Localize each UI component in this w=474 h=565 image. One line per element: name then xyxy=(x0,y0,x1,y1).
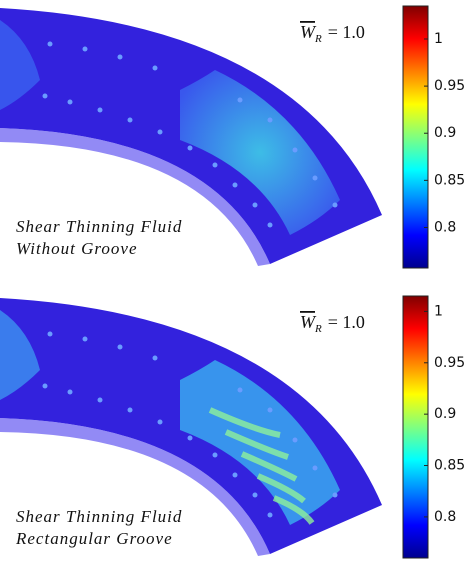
dot xyxy=(47,331,53,337)
panel: WR = 1.0 Shear Thinning Fluid Rectangular G… xyxy=(0,295,465,559)
dot xyxy=(127,117,133,123)
colorbar-tick-label: 0.8 xyxy=(434,219,456,235)
title-symbol: W xyxy=(300,312,317,332)
panel-title: WR = 1.0 xyxy=(300,22,365,45)
dot xyxy=(82,46,88,52)
colorbar xyxy=(402,295,429,559)
caption-line: Without Groove xyxy=(16,239,138,258)
pad xyxy=(180,360,340,525)
dot xyxy=(237,387,243,393)
groove xyxy=(240,451,298,482)
domain-band xyxy=(0,418,270,556)
dot xyxy=(232,472,238,478)
dot xyxy=(332,492,338,498)
colorbar-tick-label: 1 xyxy=(434,31,443,47)
groove xyxy=(224,429,289,460)
dot xyxy=(157,419,163,425)
dot xyxy=(157,129,163,135)
dot xyxy=(267,222,273,228)
dot xyxy=(127,407,133,413)
colorbar-tick-label: 0.95 xyxy=(434,78,465,94)
dot xyxy=(332,202,338,208)
dot xyxy=(117,54,123,60)
dot xyxy=(267,407,273,413)
dot xyxy=(97,397,103,403)
dot xyxy=(212,452,218,458)
colorbar-tick-label: 1 xyxy=(434,303,443,319)
title-rest: = 1.0 xyxy=(328,312,365,332)
dot xyxy=(312,175,318,181)
groove xyxy=(272,495,315,525)
title-symbol: W xyxy=(300,22,317,42)
groove xyxy=(208,407,281,438)
dot xyxy=(67,389,73,395)
caption-line: Rectangular Groove xyxy=(15,529,173,548)
title-rest: = 1.0 xyxy=(328,22,365,42)
dot xyxy=(212,162,218,168)
dot xyxy=(187,145,193,151)
domain-band xyxy=(0,128,270,266)
colorbar xyxy=(402,5,429,269)
dot xyxy=(237,97,243,103)
panel-title: WR = 1.0 xyxy=(300,312,365,335)
pad xyxy=(180,70,340,235)
dot xyxy=(82,336,88,342)
title-subscript: R xyxy=(314,33,322,45)
panel: WR = 1.0 Shear Thinning Fluid Without Groov… xyxy=(0,5,465,269)
dot xyxy=(67,99,73,105)
dot xyxy=(292,437,298,443)
caption-line: Shear Thinning Fluid xyxy=(16,217,182,236)
groove xyxy=(256,473,306,504)
dot xyxy=(97,107,103,113)
colorbar-tick-label: 0.95 xyxy=(434,355,465,371)
colorbar-tick-label: 0.8 xyxy=(434,509,456,525)
dot xyxy=(312,465,318,471)
dot xyxy=(42,383,48,389)
dot xyxy=(292,147,298,153)
dot xyxy=(232,182,238,188)
pad xyxy=(0,20,40,110)
dot xyxy=(267,512,273,518)
dot xyxy=(152,65,158,71)
colorbar-tick-label: 0.9 xyxy=(434,406,456,422)
title-subscript: R xyxy=(314,323,322,335)
dot xyxy=(252,202,258,208)
dot xyxy=(267,117,273,123)
dot xyxy=(252,492,258,498)
colorbar-tick-label: 0.85 xyxy=(434,172,465,188)
dot xyxy=(152,355,158,361)
dot xyxy=(42,93,48,99)
dot xyxy=(187,435,193,441)
caption-line: Shear Thinning Fluid xyxy=(16,507,182,526)
colorbar-tick-label: 0.85 xyxy=(434,458,465,474)
pad xyxy=(0,310,40,400)
colorbar-tick-label: 0.9 xyxy=(434,125,456,141)
dot xyxy=(117,344,123,350)
dot xyxy=(47,41,53,47)
